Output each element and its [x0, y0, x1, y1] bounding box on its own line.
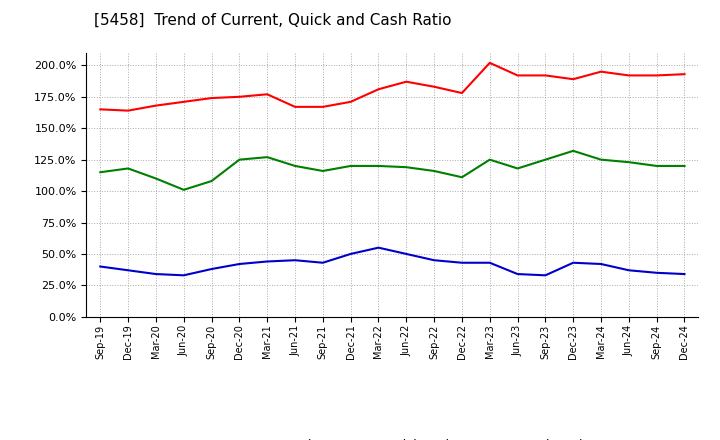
Current Ratio [124, 108, 132, 113]
Current Ratio [513, 73, 522, 78]
Current Ratio [263, 92, 271, 97]
Current Ratio [541, 73, 550, 78]
Quick Ratio [430, 169, 438, 174]
Current Ratio [346, 99, 355, 104]
Current Ratio [318, 104, 327, 110]
Current Ratio [652, 73, 661, 78]
Line: Current Ratio: Current Ratio [100, 63, 685, 110]
Cash Ratio [652, 270, 661, 275]
Cash Ratio [402, 251, 410, 257]
Cash Ratio [597, 261, 606, 267]
Cash Ratio [569, 260, 577, 265]
Current Ratio [402, 79, 410, 84]
Quick Ratio [179, 187, 188, 192]
Cash Ratio [374, 245, 383, 250]
Quick Ratio [402, 165, 410, 170]
Cash Ratio [485, 260, 494, 265]
Quick Ratio [652, 163, 661, 169]
Quick Ratio [291, 163, 300, 169]
Cash Ratio [235, 261, 243, 267]
Current Ratio [597, 69, 606, 74]
Quick Ratio [513, 166, 522, 171]
Cash Ratio [458, 260, 467, 265]
Cash Ratio [624, 268, 633, 273]
Quick Ratio [152, 176, 161, 181]
Cash Ratio [541, 273, 550, 278]
Current Ratio [291, 104, 300, 110]
Current Ratio [458, 90, 467, 95]
Cash Ratio [179, 273, 188, 278]
Current Ratio [430, 84, 438, 89]
Current Ratio [235, 94, 243, 99]
Line: Quick Ratio: Quick Ratio [100, 151, 685, 190]
Quick Ratio [374, 163, 383, 169]
Current Ratio [680, 72, 689, 77]
Current Ratio [179, 99, 188, 104]
Current Ratio [485, 60, 494, 66]
Cash Ratio [207, 266, 216, 271]
Cash Ratio [318, 260, 327, 265]
Current Ratio [624, 73, 633, 78]
Text: [5458]  Trend of Current, Quick and Cash Ratio: [5458] Trend of Current, Quick and Cash … [94, 13, 451, 28]
Quick Ratio [96, 169, 104, 175]
Cash Ratio [124, 268, 132, 273]
Quick Ratio [124, 166, 132, 171]
Quick Ratio [485, 157, 494, 162]
Current Ratio [374, 87, 383, 92]
Quick Ratio [569, 148, 577, 154]
Quick Ratio [541, 157, 550, 162]
Cash Ratio [291, 257, 300, 263]
Quick Ratio [207, 178, 216, 183]
Cash Ratio [96, 264, 104, 269]
Quick Ratio [597, 157, 606, 162]
Legend: Current Ratio, Quick Ratio, Cash Ratio: Current Ratio, Quick Ratio, Cash Ratio [189, 434, 595, 440]
Quick Ratio [318, 169, 327, 174]
Current Ratio [96, 107, 104, 112]
Cash Ratio [430, 257, 438, 263]
Quick Ratio [624, 160, 633, 165]
Quick Ratio [263, 154, 271, 160]
Current Ratio [207, 95, 216, 101]
Line: Cash Ratio: Cash Ratio [100, 248, 685, 275]
Quick Ratio [346, 163, 355, 169]
Cash Ratio [513, 271, 522, 277]
Quick Ratio [235, 157, 243, 162]
Quick Ratio [680, 163, 689, 169]
Cash Ratio [346, 251, 355, 257]
Current Ratio [152, 103, 161, 108]
Quick Ratio [458, 175, 467, 180]
Current Ratio [569, 77, 577, 82]
Cash Ratio [680, 271, 689, 277]
Cash Ratio [263, 259, 271, 264]
Cash Ratio [152, 271, 161, 277]
